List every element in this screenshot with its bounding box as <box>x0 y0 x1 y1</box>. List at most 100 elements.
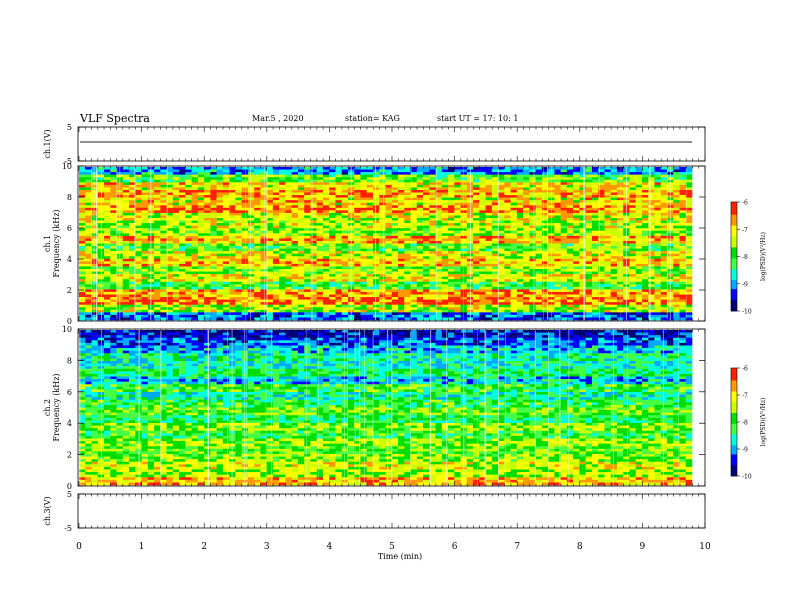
spectrogram-cell <box>85 263 92 267</box>
spectrogram-cell <box>491 215 499 219</box>
spectrogram-cell <box>535 233 543 237</box>
spectrogram-cell <box>297 200 305 203</box>
spectrogram-cell <box>210 248 217 252</box>
spectrogram-cell <box>685 169 693 173</box>
spectrogram-cell <box>166 294 174 298</box>
spectrogram-cell <box>685 192 693 196</box>
spectrogram-cell <box>454 184 461 188</box>
spectrogram-cell <box>510 223 518 226</box>
spectrogram-cell <box>554 271 561 275</box>
spectrogram-cell <box>191 284 199 288</box>
spectrogram-cell <box>610 261 618 265</box>
spectrogram-cell <box>129 269 136 272</box>
spectrogram-cell <box>79 177 86 181</box>
spectrogram-cell <box>629 251 637 254</box>
spectrogram-cell <box>329 167 336 170</box>
spectrogram-cell <box>129 281 136 285</box>
spectrogram-cell <box>110 172 117 175</box>
spectrogram-cell <box>216 271 224 275</box>
spectrogram-cell <box>172 205 180 209</box>
spectrogram-cell <box>516 261 524 265</box>
spectrogram-cell <box>310 230 317 234</box>
spectrogram-cell <box>641 256 649 260</box>
spectrogram-cell <box>141 235 149 239</box>
spectrogram-cell <box>566 195 574 198</box>
spectrogram-cell <box>372 218 380 221</box>
spectrogram-cell <box>429 294 436 298</box>
spectrogram-cell <box>210 284 217 288</box>
spectrogram-cell <box>560 253 568 257</box>
spectrogram-cell <box>648 269 655 272</box>
spectrogram-cell <box>316 274 324 277</box>
spectrogram-cell <box>291 235 299 239</box>
spectrogram-cell <box>354 228 361 232</box>
spectrogram-cell <box>279 258 286 262</box>
spectrogram-cell <box>529 248 536 252</box>
spectrogram-cell <box>523 240 530 244</box>
spectrogram-cell <box>535 261 543 265</box>
spectrogram-cell <box>504 256 511 260</box>
spectrogram-cell <box>360 169 368 173</box>
spectrogram-cell <box>197 286 205 290</box>
spectrogram-cell <box>110 197 117 201</box>
spectrogram-cell <box>379 184 386 188</box>
spectrogram-cell <box>460 184 468 188</box>
spectrogram-cell <box>379 187 386 191</box>
spectrogram-cell <box>291 182 299 186</box>
spectrogram-cell <box>554 228 561 232</box>
spectrogram-cell <box>360 210 368 214</box>
spectrogram-cell <box>504 225 511 229</box>
spectrogram-cell <box>566 182 574 186</box>
spectrogram-cell <box>91 294 99 298</box>
spectrogram-cell <box>91 210 99 214</box>
spectrogram-cell <box>435 279 443 283</box>
spectrogram-cell <box>410 289 418 293</box>
spectrogram-cell <box>135 286 142 290</box>
spectrogram-cell <box>160 235 167 239</box>
spectrogram-cell <box>366 274 374 277</box>
spectrogram-cell <box>291 246 299 249</box>
spectrogram-cell <box>448 281 455 285</box>
spectrogram-cell <box>604 167 611 170</box>
spectrogram-cell <box>354 207 361 211</box>
spectrogram-cell <box>172 197 180 201</box>
spectrogram-cell <box>341 274 349 277</box>
spectrogram-cell <box>247 225 255 229</box>
spectrogram-cell <box>172 279 180 283</box>
spectrogram-cell <box>423 212 430 216</box>
spectrogram-cell <box>535 205 543 209</box>
spectrogram-cell <box>160 281 167 285</box>
spectrogram-cell <box>122 294 130 298</box>
spectrogram-cell <box>254 248 261 252</box>
spectrogram-cell <box>423 187 430 191</box>
spectrogram-cell <box>416 187 424 191</box>
spectrogram-cell <box>604 251 611 254</box>
spectrogram-cell <box>160 205 167 209</box>
spectrogram-cell <box>485 207 493 211</box>
spectrogram-cell <box>216 210 224 214</box>
spectrogram-cell <box>441 271 449 275</box>
spectrogram-cell <box>379 263 386 267</box>
spectrogram-cell <box>185 225 192 229</box>
spectrogram-cell <box>154 200 161 203</box>
spectrogram-cell <box>473 195 480 198</box>
spectrogram-cell <box>585 291 593 295</box>
spectrogram-cell <box>629 256 637 260</box>
spectrogram-cell <box>372 225 380 229</box>
spectrogram-cell <box>379 256 386 260</box>
spectrogram-cell <box>210 256 217 260</box>
spectrogram-cell <box>204 276 211 280</box>
spectrogram-cell <box>310 223 317 226</box>
spectrogram-cell <box>241 274 249 277</box>
spectrogram-cell <box>641 253 649 257</box>
spectrogram-cell <box>416 246 424 249</box>
spectrogram-cell <box>585 200 593 203</box>
spectrogram-cell <box>335 202 343 206</box>
spectrogram-cell <box>398 291 405 295</box>
spectrogram-cell <box>104 218 111 221</box>
spectrogram-cell <box>660 243 668 247</box>
spectrogram-cell <box>341 197 349 201</box>
spectrogram-cell <box>135 195 142 198</box>
spectrogram-cell <box>591 289 599 293</box>
spectrogram-cell <box>335 167 343 170</box>
